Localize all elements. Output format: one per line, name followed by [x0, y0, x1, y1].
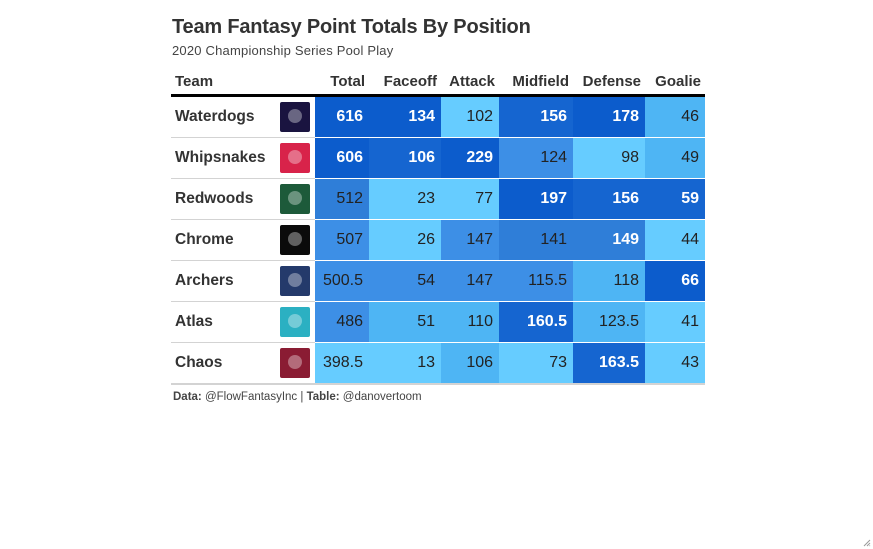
team-name: Redwoods — [171, 178, 275, 220]
cell-goalie: 59 — [645, 178, 706, 220]
team-logo — [280, 307, 310, 337]
team-logo-cell — [275, 178, 316, 220]
cell-defense: 118 — [573, 260, 646, 302]
team-logo-cell — [275, 342, 316, 385]
table-row: Atlas 486 51 110 160.5 123.5 41 — [171, 301, 706, 343]
table-row: Chaos 398.5 13 106 73 163.5 43 — [171, 342, 706, 385]
col-header-attack: Attack — [449, 72, 496, 90]
team-logo-cell — [275, 301, 316, 343]
header-row: Team Total Faceoff Attack Midfield Defen… — [171, 68, 706, 96]
team-logo — [280, 348, 310, 378]
cell-total: 606 — [315, 137, 370, 179]
cell-attack: 229 — [441, 137, 500, 179]
col-header-faceoff: Faceoff — [383, 72, 438, 90]
cell-attack: 147 — [441, 260, 500, 302]
team-name: Whipsnakes — [171, 137, 275, 179]
col-header-team: Team — [175, 72, 214, 90]
cell-goalie: 49 — [645, 137, 706, 179]
col-header-midfield: Midfield — [512, 72, 570, 90]
cell-midfield: 115.5 — [499, 260, 574, 302]
cell-total: 512 — [315, 178, 370, 220]
table-subtitle: 2020 Championship Series Pool Play — [172, 43, 394, 58]
cell-midfield: 141 — [499, 219, 574, 261]
team-logo-cell — [275, 137, 316, 179]
source-data-label: Data: — [173, 391, 202, 403]
cell-attack: 147 — [441, 219, 500, 261]
team-name: Chrome — [171, 219, 275, 261]
cell-faceoff: 13 — [369, 342, 442, 385]
source-table-value: @danovertoom — [342, 391, 422, 403]
col-header-total: Total — [330, 72, 366, 90]
table-title: Team Fantasy Point Totals By Position — [172, 16, 531, 38]
cell-total: 398.5 — [315, 342, 370, 385]
cell-defense: 156 — [573, 178, 646, 220]
team-logo-cell — [275, 219, 316, 261]
cell-defense: 123.5 — [573, 301, 646, 343]
source-note: Data: @FlowFantasyInc | Table: @danovert… — [173, 391, 705, 403]
source-table-label: Table: — [306, 391, 340, 403]
cell-attack: 102 — [441, 95, 500, 138]
cell-attack: 110 — [441, 301, 500, 343]
cell-goalie: 66 — [645, 260, 706, 302]
cell-goalie: 44 — [645, 219, 706, 261]
team-name: Atlas — [171, 301, 275, 343]
team-name: Chaos — [171, 342, 275, 385]
cell-faceoff: 51 — [369, 301, 442, 343]
cell-midfield: 197 — [499, 178, 574, 220]
col-header-defense: Defense — [582, 72, 642, 90]
cell-faceoff: 134 — [369, 95, 442, 138]
cell-faceoff: 26 — [369, 219, 442, 261]
cell-defense: 98 — [573, 137, 646, 179]
cell-midfield: 73 — [499, 342, 574, 385]
team-logo — [280, 225, 310, 255]
team-name: Archers — [171, 260, 275, 302]
cell-total: 486 — [315, 301, 370, 343]
cell-total: 616 — [315, 95, 370, 138]
table-row: Waterdogs 616 134 102 156 178 46 — [171, 95, 706, 138]
team-logo-cell — [275, 260, 316, 302]
team-logo — [280, 143, 310, 173]
cell-attack: 106 — [441, 342, 500, 385]
table-row: Archers 500.5 54 147 115.5 118 66 — [171, 260, 706, 302]
cell-midfield: 124 — [499, 137, 574, 179]
team-logo — [280, 266, 310, 296]
cell-total: 500.5 — [315, 260, 370, 302]
table-row: Whipsnakes 606 106 229 124 98 49 — [171, 137, 706, 179]
cell-midfield: 156 — [499, 95, 574, 138]
table-container: Team Fantasy Point Totals By Position 20… — [171, 12, 706, 403]
cell-faceoff: 54 — [369, 260, 442, 302]
cell-defense: 178 — [573, 95, 646, 138]
table-row: Chrome 507 26 147 141 149 44 — [171, 219, 706, 261]
cell-attack: 77 — [441, 178, 500, 220]
col-header-goalie: Goalie — [655, 72, 702, 90]
source-data-value: @FlowFantasyInc | — [204, 391, 304, 403]
cell-faceoff: 23 — [369, 178, 442, 220]
team-logo-cell — [275, 95, 316, 138]
cell-defense: 149 — [573, 219, 646, 261]
resize-handle-icon[interactable] — [863, 539, 871, 547]
team-name: Waterdogs — [171, 95, 275, 138]
team-logo — [280, 102, 310, 132]
data-table: Team Total Faceoff Attack Midfield Defen… — [171, 68, 706, 385]
cell-goalie: 41 — [645, 301, 706, 343]
cell-midfield: 160.5 — [499, 301, 574, 343]
cell-faceoff: 106 — [369, 137, 442, 179]
cell-goalie: 46 — [645, 95, 706, 138]
table-body: Waterdogs 616 134 102 156 178 46 Whipsnakes 606 1… — [171, 95, 706, 385]
cell-goalie: 43 — [645, 342, 706, 385]
cell-total: 507 — [315, 219, 370, 261]
cell-defense: 163.5 — [573, 342, 646, 385]
table-row: Redwoods 512 23 77 197 156 59 — [171, 178, 706, 220]
team-logo — [280, 184, 310, 214]
